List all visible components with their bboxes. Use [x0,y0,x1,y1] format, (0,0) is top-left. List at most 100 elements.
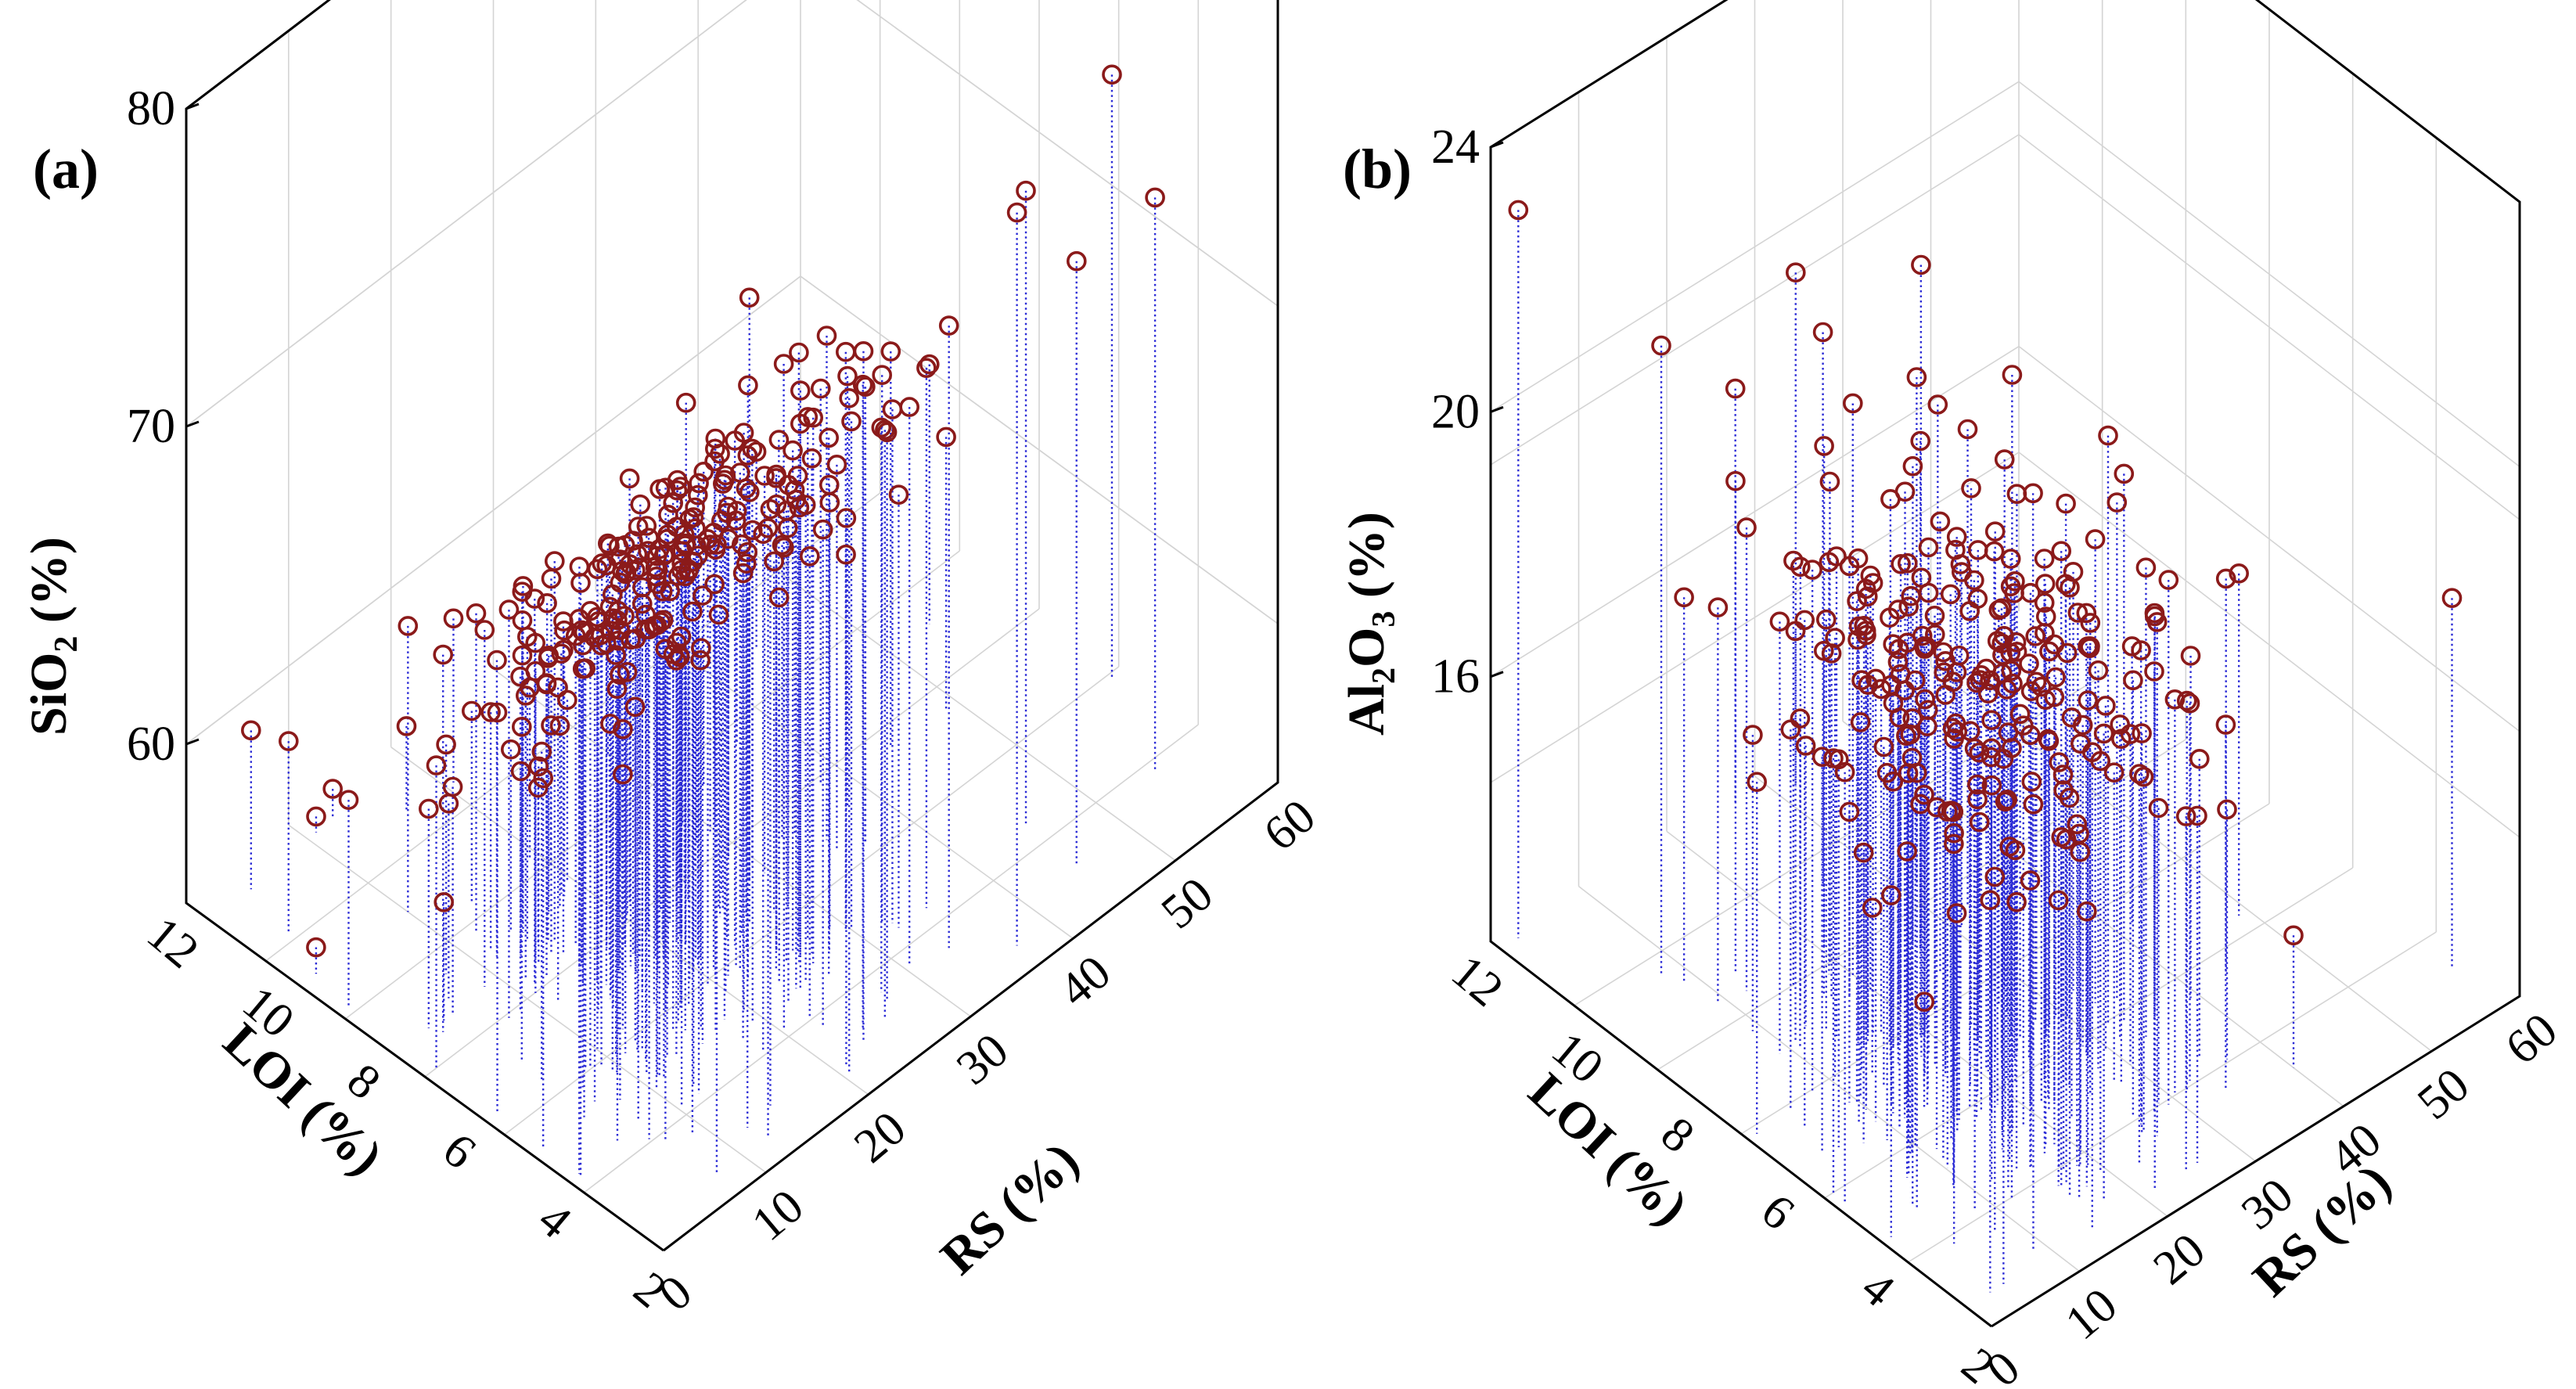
data-point [2023,794,2044,815]
data-point [787,466,808,486]
data-point [1725,470,1746,491]
data-point [2034,549,2055,569]
data-point [322,779,344,799]
side-wall-gridline [2018,346,2520,732]
data-point [2020,725,2041,746]
data-point [742,520,763,541]
data-point [646,566,667,587]
data-point [2144,661,2164,682]
data-point [790,380,811,401]
data-point [2114,463,2135,484]
z-tick-mark [185,420,200,428]
data-point [1674,587,1694,608]
data-point [826,454,847,475]
data-point [663,492,684,513]
data-point [2002,738,2022,758]
data-point [1961,478,1981,498]
data-point [2000,549,2021,569]
data-point [705,428,726,449]
data-point [1891,553,1911,574]
data-point [433,644,454,665]
data-point [655,639,676,660]
data-point [606,678,628,700]
x-tick-label: 60 [2496,1003,2567,1075]
data-point [658,504,678,525]
floor-gridline [265,492,881,962]
data-point [528,756,549,777]
data-point [837,365,858,387]
data-point [426,755,447,775]
data-point [2005,840,2026,861]
panel-a-z-ticks: 60 70 80 [127,82,200,771]
data-point [2180,646,2201,666]
data-point [628,516,649,537]
data-point [729,462,750,483]
data-point [1847,548,1869,569]
data-point [613,718,633,739]
data-point [1944,833,1964,855]
data-point [613,764,633,785]
data-point [2020,681,2042,702]
floor-gridline [1842,721,2344,1107]
z-tick-label: 24 [1431,121,1480,174]
data-point [2005,570,2025,592]
data-point [772,534,793,556]
data-point [647,574,667,595]
x-tick-label: 40 [1049,945,1121,1017]
z-tick-label: 70 [127,400,175,453]
data-point [2035,623,2055,643]
data-point [631,593,653,614]
z-tick-label: 16 [1431,650,1480,703]
data-point [1898,552,1918,574]
data-point [739,482,760,502]
data-point [725,510,747,531]
data-point [2096,696,2116,716]
data-point [753,524,774,545]
panel-b-z-title-o: O [1338,628,1395,668]
data-point [1145,187,1165,208]
data-point [2080,613,2101,633]
data-point [1969,742,1990,763]
panel-b-z-title-al: Al [1338,684,1395,736]
data-point [2009,703,2031,725]
data-point [800,545,820,567]
data-point [1981,775,2002,796]
data-point [396,716,417,736]
data-point [1819,471,1840,492]
data-point [872,365,892,386]
data-point [1894,481,1916,502]
data-point [841,411,862,432]
side-wall-gridline [800,275,1279,624]
data-point [685,497,706,518]
back-wall-gridline [1490,452,2020,783]
panel-a-markers [240,64,1165,958]
data-point [2031,676,2052,697]
data-point [2056,829,2077,850]
data-point [746,441,767,462]
data-point [760,498,781,520]
data-point [2131,640,2151,660]
y-tick-label: 12 [137,907,208,979]
data-point [2229,563,2249,584]
data-point [538,648,559,668]
data-point [602,584,623,605]
data-point [1918,582,1939,603]
data-point [570,573,591,593]
y-tick-label: 6 [1751,1184,1804,1240]
data-point [606,645,626,665]
z-tick-mark [185,738,200,746]
data-point [2120,724,2141,744]
data-point [1943,801,1964,822]
data-point [2069,823,2089,844]
back-wall-gridline [1490,81,2020,413]
data-point [639,619,660,640]
data-point [690,638,711,659]
data-point [1881,885,1901,905]
data-point [653,610,674,631]
data-point [398,616,419,636]
data-point [818,427,839,448]
data-point [732,563,754,584]
data-point [801,448,822,469]
data-point [2045,667,2066,688]
